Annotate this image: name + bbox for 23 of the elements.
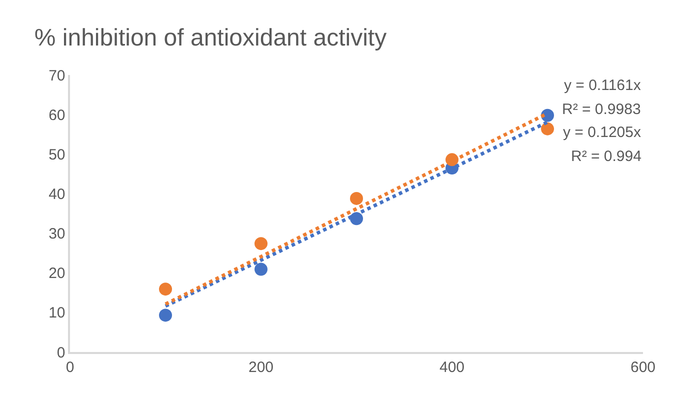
point xyxy=(254,262,268,276)
annotation: y = 0.1161x xyxy=(564,77,642,94)
x-tick-label: 600 xyxy=(630,358,656,376)
x-tick-label: 400 xyxy=(439,358,465,376)
y-tick-label: 30 xyxy=(48,226,66,243)
point xyxy=(541,108,554,122)
y-tick-label: 10 xyxy=(48,304,66,322)
point xyxy=(541,122,554,136)
y-tick-label: 60 xyxy=(48,106,66,124)
chart-title: % inhibition of antioxidant activity xyxy=(34,24,387,52)
y-tick-label: 0 xyxy=(56,344,66,362)
y-tick-label: 20 xyxy=(48,265,66,282)
annotation: y = 0.1205x xyxy=(563,124,642,141)
annotation: R² = 0.9983 xyxy=(562,101,641,118)
annotation: R² = 0.994 xyxy=(571,148,642,165)
point xyxy=(350,192,363,205)
y-tick-label: 50 xyxy=(48,146,66,164)
y-tick-label: 70 xyxy=(48,67,66,84)
point xyxy=(159,282,172,296)
point xyxy=(254,237,268,250)
point xyxy=(159,308,172,322)
x-tick-label: 200 xyxy=(248,358,274,376)
y-tick-label: 40 xyxy=(48,186,66,203)
